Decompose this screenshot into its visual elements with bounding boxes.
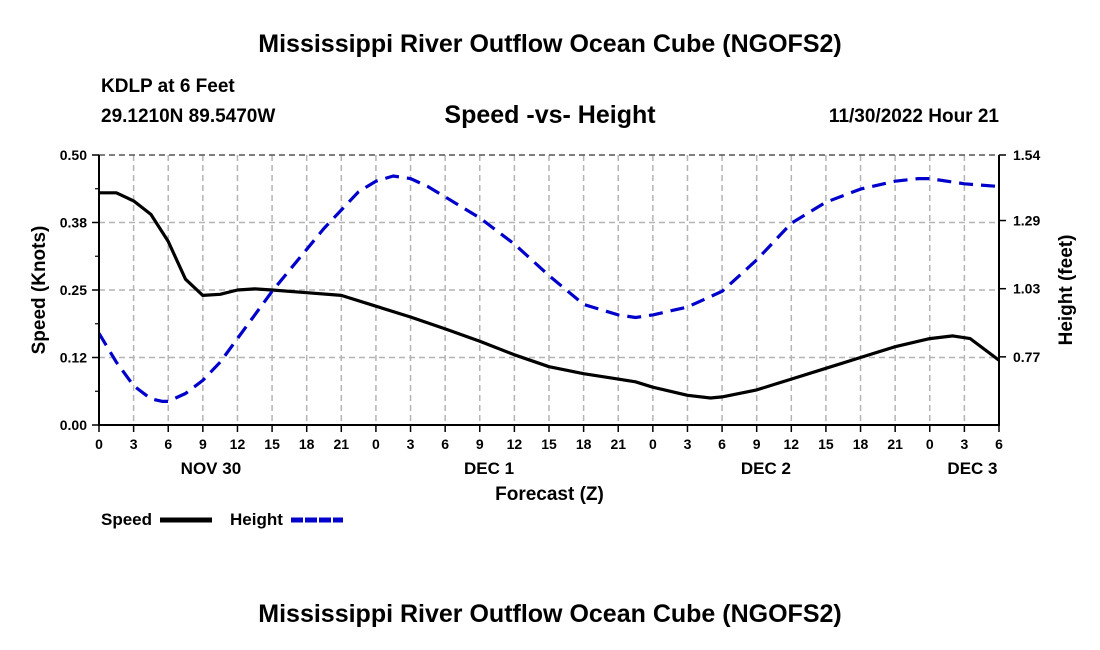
y2-tick-label: 1.29 [1013,213,1040,229]
x-tick-label: 12 [230,436,246,452]
date-label: NOV 30 [181,459,241,478]
y-tick-label: 0.50 [60,147,87,163]
x-tick-label: 0 [95,436,103,452]
x-tick-label: 9 [753,436,761,452]
x-tick-label: 21 [887,436,903,452]
station-coordinates: 29.1210N 89.5470W [101,106,276,127]
x-tick-label: 3 [130,436,138,452]
x-tick-label: 6 [995,436,1003,452]
speed-series-line [99,191,999,400]
x-tick-label: 0 [649,436,657,452]
y2-tick-label: 0.77 [1013,349,1040,365]
date-label: DEC 2 [741,459,791,478]
x-tick-label: 0 [926,436,934,452]
x-tick-label: 0 [372,436,380,452]
x-tick-label: 3 [684,436,692,452]
y2-tick-label: 1.54 [1013,147,1040,163]
date-label: DEC 1 [464,459,514,478]
forecast-run-time: 11/30/2022 Hour 21 [828,106,999,127]
x-tick-label: 12 [784,436,800,452]
x-tick-label: 3 [407,436,415,452]
y-tick-label: 0.00 [60,417,87,433]
x-tick-label: 15 [541,436,557,452]
chart-title-top: Mississippi River Outflow Ocean Cube (NG… [258,30,842,58]
x-tick-label: 15 [818,436,834,452]
x-tick-label: 18 [576,436,592,452]
chart-subtitle: Speed -vs- Height [444,101,656,129]
y2-axis-title: Height (feet) [1056,235,1077,346]
axes [92,154,1006,432]
y-tick-label: 0.38 [60,215,87,231]
series-lines [99,174,999,403]
x-tick-label: 18 [853,436,869,452]
legend: Speed Height [101,510,343,529]
date-label: DEC 3 [947,459,997,478]
x-tick-label: 6 [164,436,172,452]
x-tick-label: 15 [264,436,280,452]
y-tick-label: 0.25 [60,282,87,298]
y-tick-label: 0.12 [60,350,87,366]
x-tick-label: 21 [334,436,350,452]
x-tick-label: 9 [476,436,484,452]
y2-tick-label: 1.03 [1013,281,1040,297]
legend-label-height: Height [230,510,283,529]
x-axis-title: Forecast (Z) [495,484,604,505]
x-tick-label: 3 [960,436,968,452]
chart-title-bottom: Mississippi River Outflow Ocean Cube (NG… [258,600,842,628]
x-tick-label: 9 [199,436,207,452]
x-tick-label: 6 [441,436,449,452]
x-tick-label: 12 [507,436,523,452]
axis-labels: 0 3 6 9 12 15 18 21 0 3 6 9 12 15 18 21 0 3 6 9 12 15 18 21 0 3 6 0… [29,147,1077,505]
x-tick-label: 6 [718,436,726,452]
height-series-line [99,174,999,403]
station-label: KDLP at 6 Feet [101,76,235,97]
legend-label-speed: Speed [101,510,152,529]
x-tick-label: 18 [299,436,315,452]
x-tick-label: 21 [610,436,626,452]
y-axis-title: Speed (Knots) [29,226,50,355]
